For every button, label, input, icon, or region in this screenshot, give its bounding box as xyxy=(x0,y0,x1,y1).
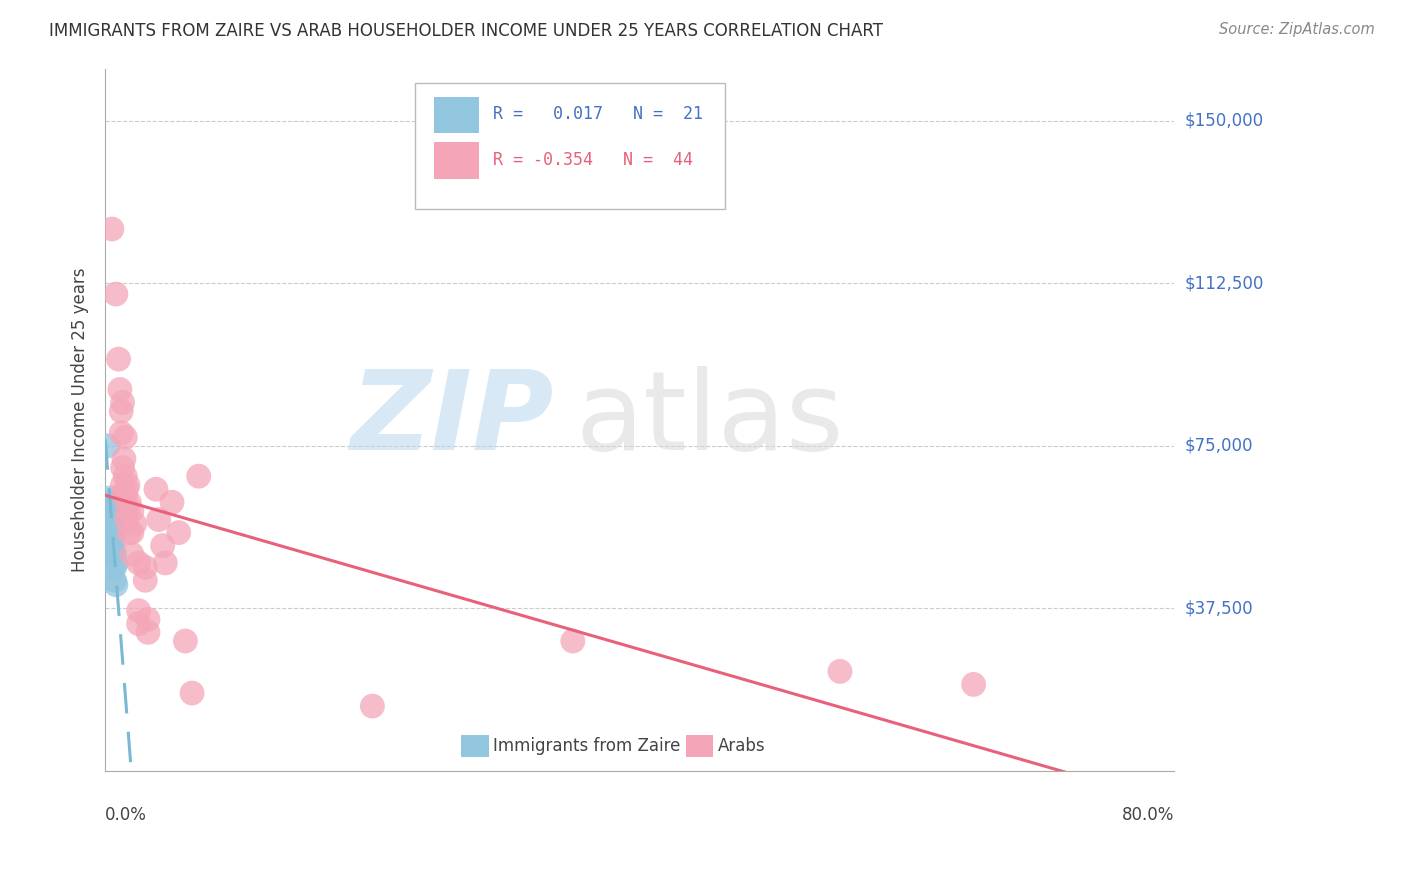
Point xyxy=(121,547,143,561)
Text: Source: ZipAtlas.com: Source: ZipAtlas.com xyxy=(1219,22,1375,37)
Text: ZIP: ZIP xyxy=(350,367,554,474)
Point xyxy=(115,512,138,526)
Point xyxy=(112,486,135,500)
Point xyxy=(361,699,384,714)
Point xyxy=(110,404,132,418)
Point xyxy=(121,504,143,518)
Point xyxy=(152,539,174,553)
Point xyxy=(104,556,127,570)
Point xyxy=(103,504,125,518)
Point xyxy=(128,604,150,618)
Point xyxy=(828,665,851,679)
Point xyxy=(101,495,124,509)
Point xyxy=(103,525,125,540)
Point xyxy=(100,516,122,531)
Point xyxy=(111,460,134,475)
Point xyxy=(174,634,197,648)
Point xyxy=(101,525,124,540)
FancyBboxPatch shape xyxy=(434,143,479,178)
Text: atlas: atlas xyxy=(575,367,844,474)
Point xyxy=(100,504,122,518)
Point xyxy=(108,383,131,397)
Point xyxy=(101,512,124,526)
Point xyxy=(103,574,125,588)
FancyBboxPatch shape xyxy=(461,735,489,757)
Point xyxy=(110,425,132,440)
Text: $150,000: $150,000 xyxy=(1185,112,1264,129)
Text: R =   0.017   N =  21: R = 0.017 N = 21 xyxy=(494,105,703,123)
Point xyxy=(128,556,150,570)
Point xyxy=(160,495,183,509)
Text: 80.0%: 80.0% xyxy=(1122,806,1174,824)
Point xyxy=(107,352,129,367)
Point xyxy=(103,539,125,553)
Point xyxy=(114,491,136,505)
Point xyxy=(155,556,177,570)
Point xyxy=(121,525,143,540)
Point xyxy=(103,547,125,561)
Point xyxy=(118,525,141,540)
Point xyxy=(101,222,124,236)
Point xyxy=(128,616,150,631)
Point xyxy=(962,677,984,691)
Point xyxy=(134,574,156,588)
Point xyxy=(124,516,146,531)
Point xyxy=(101,539,124,553)
FancyBboxPatch shape xyxy=(686,735,713,757)
Point xyxy=(104,577,127,591)
Text: $37,500: $37,500 xyxy=(1185,599,1254,617)
Point xyxy=(136,625,159,640)
Point xyxy=(100,491,122,505)
Text: Arabs: Arabs xyxy=(717,737,765,755)
Text: Immigrants from Zaire: Immigrants from Zaire xyxy=(494,737,681,755)
Point xyxy=(111,478,134,492)
Point xyxy=(103,560,125,574)
Point xyxy=(104,287,127,301)
Point xyxy=(103,525,125,540)
Point xyxy=(101,547,124,561)
Point xyxy=(118,495,141,509)
Point xyxy=(148,512,170,526)
Point xyxy=(117,478,139,492)
FancyBboxPatch shape xyxy=(415,83,725,209)
Point xyxy=(187,469,209,483)
Point xyxy=(117,504,139,518)
Point xyxy=(145,482,167,496)
Point xyxy=(114,469,136,483)
Text: R = -0.354   N =  44: R = -0.354 N = 44 xyxy=(494,151,693,169)
Y-axis label: Householder Income Under 25 years: Householder Income Under 25 years xyxy=(72,268,89,572)
Point xyxy=(100,525,122,540)
Text: $112,500: $112,500 xyxy=(1185,274,1264,293)
Point xyxy=(97,439,120,453)
Point xyxy=(103,516,125,531)
Point xyxy=(561,634,583,648)
Point xyxy=(136,612,159,626)
Point xyxy=(103,547,125,561)
FancyBboxPatch shape xyxy=(434,96,479,133)
Point xyxy=(181,686,204,700)
Point xyxy=(115,482,138,496)
Point xyxy=(114,430,136,444)
Text: $75,000: $75,000 xyxy=(1185,437,1254,455)
Point xyxy=(111,395,134,409)
Text: 0.0%: 0.0% xyxy=(105,806,148,824)
Point xyxy=(167,525,190,540)
Point xyxy=(112,451,135,466)
Point xyxy=(134,560,156,574)
Text: IMMIGRANTS FROM ZAIRE VS ARAB HOUSEHOLDER INCOME UNDER 25 YEARS CORRELATION CHAR: IMMIGRANTS FROM ZAIRE VS ARAB HOUSEHOLDE… xyxy=(49,22,883,40)
